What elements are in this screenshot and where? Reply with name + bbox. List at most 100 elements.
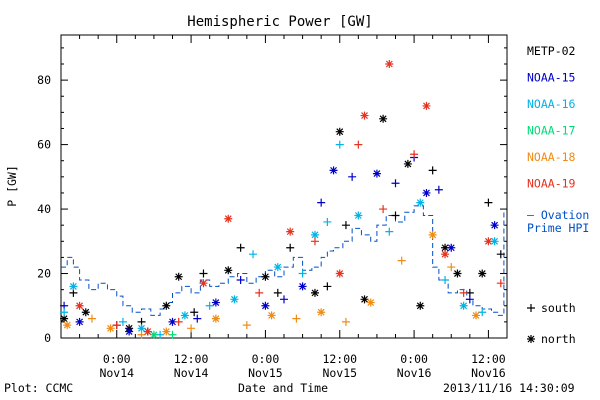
- south-marker-noaa-16: [441, 275, 450, 284]
- ovation-legend-line1: — Ovation: [527, 208, 589, 222]
- north-marker-noaa-18: [366, 298, 375, 307]
- south-marker-noaa-18: [292, 314, 301, 323]
- north-marker-metp-02: [335, 127, 344, 136]
- south-marker-metp-02: [190, 308, 199, 317]
- x-tick-date: Nov16: [471, 366, 506, 380]
- north-marker-noaa-19: [286, 227, 295, 236]
- legend-noaa-16: NOAA-16: [527, 97, 576, 111]
- north-marker-noaa-15: [372, 169, 381, 178]
- south-marker-noaa-18: [187, 324, 196, 333]
- north-marker-metp-02: [360, 295, 369, 304]
- ovation-step-line: [61, 205, 505, 316]
- north-marker-noaa-15: [422, 188, 431, 197]
- north-marker-noaa-19: [224, 214, 233, 223]
- y-tick-label: 40: [37, 202, 51, 216]
- north-marker-noaa-18: [472, 311, 481, 320]
- south-marker-noaa-16: [118, 317, 127, 326]
- north-marker-noaa-16: [490, 237, 499, 246]
- south-marker-noaa-18: [341, 317, 350, 326]
- north-marker-noaa-19: [422, 101, 431, 110]
- marker-legend-south: south: [541, 301, 576, 315]
- north-marker-noaa-17: [149, 330, 158, 339]
- south-marker-noaa-18: [137, 330, 146, 339]
- south-marker-noaa-18: [242, 321, 251, 330]
- y-tick-label: 20: [37, 267, 51, 281]
- north-marker-noaa-15: [168, 317, 177, 326]
- x-tick-date: Nov15: [322, 366, 357, 380]
- north-marker-metp-02: [224, 266, 233, 275]
- marker-legend-north-symbol: [527, 335, 535, 343]
- south-marker-metp-02: [236, 243, 245, 252]
- north-marker-noaa-18: [317, 308, 326, 317]
- south-marker-noaa-19: [174, 317, 183, 326]
- south-marker-noaa-15: [236, 275, 245, 284]
- north-marker-noaa-18: [267, 311, 276, 320]
- south-marker-noaa-16: [249, 250, 258, 259]
- x-tick-date: Nov16: [397, 366, 432, 380]
- south-marker-metp-02: [341, 221, 350, 230]
- north-marker-noaa-15: [490, 221, 499, 230]
- x-tick-date: Nov14: [174, 366, 209, 380]
- north-marker-metp-02: [453, 269, 462, 278]
- south-marker-noaa-16: [478, 308, 487, 317]
- legend: METP-02 NOAA-15 NOAA-16 NOAA-17 NOAA-18 NOAA-…: [527, 44, 576, 191]
- north-marker-metp-02: [81, 308, 90, 317]
- marker-legend-south-symbol: [527, 304, 535, 312]
- south-marker-noaa-19: [459, 288, 468, 297]
- ovation-legend-line2: Prime HPI: [527, 221, 589, 235]
- south-marker-noaa-19: [496, 279, 505, 288]
- north-marker-noaa-16: [137, 324, 146, 333]
- south-marker-noaa-19: [255, 288, 264, 297]
- north-marker-noaa-15: [211, 298, 220, 307]
- north-marker-noaa-19: [75, 301, 84, 310]
- south-marker-noaa-15: [348, 172, 357, 181]
- ovation-legend: — Ovation Prime HPI: [527, 208, 589, 235]
- legend-metp-02: METP-02: [527, 44, 575, 58]
- north-marker-noaa-15: [329, 166, 338, 175]
- plot-frame: [60, 34, 508, 339]
- north-marker-noaa-15: [298, 282, 307, 291]
- north-marker-noaa-16: [230, 295, 239, 304]
- north-marker-metp-02: [261, 272, 270, 281]
- south-marker-metp-02: [199, 269, 208, 278]
- north-marker-noaa-16: [354, 211, 363, 220]
- north-marker-metp-02: [162, 301, 171, 310]
- north-marker-metp-02: [174, 272, 183, 281]
- north-marker-metp-02: [60, 314, 69, 323]
- north-marker-metp-02: [478, 269, 487, 278]
- north-marker-noaa-19: [385, 60, 394, 69]
- north-marker-noaa-18: [162, 327, 171, 336]
- x-tick-date: Nov15: [248, 366, 283, 380]
- north-marker-noaa-16: [273, 263, 282, 272]
- south-marker-noaa-19: [410, 150, 419, 159]
- north-marker-noaa-19: [360, 111, 369, 120]
- north-marker-noaa-15: [125, 327, 134, 336]
- south-marker-noaa-15: [193, 314, 202, 323]
- north-marker-noaa-15: [261, 301, 270, 310]
- north-marker-noaa-19: [143, 327, 152, 336]
- south-marker-noaa-18: [447, 263, 456, 272]
- marker-legend-north: north: [541, 332, 576, 346]
- south-marker-noaa-16: [60, 308, 69, 317]
- south-marker-metp-02: [286, 243, 295, 252]
- timestamp: 2013/11/16 14:30:09: [443, 381, 575, 395]
- south-marker-metp-02: [273, 288, 282, 297]
- south-marker-noaa-15: [391, 179, 400, 188]
- south-marker-noaa-15: [280, 295, 288, 304]
- south-marker-noaa-16: [385, 227, 394, 236]
- south-marker-metp-02: [323, 282, 332, 291]
- north-marker-noaa-16: [180, 311, 189, 320]
- ovation-series: [61, 205, 505, 316]
- legend-noaa-17: NOAA-17: [527, 124, 576, 138]
- north-marker-noaa-18: [211, 314, 220, 323]
- north-marker-metp-02: [310, 288, 319, 297]
- x-axis-label: Date and Time: [238, 381, 329, 395]
- north-marker-noaa-16: [310, 230, 319, 239]
- y-tick-label: 0: [44, 331, 51, 345]
- south-marker-noaa-18: [397, 256, 406, 265]
- north-marker-noaa-15: [75, 317, 84, 326]
- data-points: [60, 60, 505, 339]
- south-marker-noaa-16: [335, 140, 344, 149]
- plot-credit: Plot: CCMC: [4, 381, 74, 395]
